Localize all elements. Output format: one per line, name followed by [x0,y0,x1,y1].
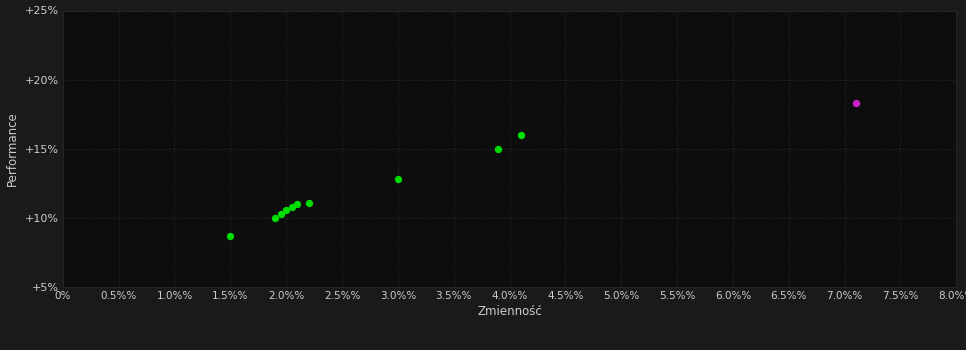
Point [513,132,528,138]
Point [491,146,506,152]
Point [300,200,316,205]
Point [272,211,288,217]
Point [390,176,406,182]
Point [848,100,864,106]
Point [278,207,294,212]
Point [222,233,238,239]
Y-axis label: Performance: Performance [6,111,19,186]
Point [284,204,299,210]
X-axis label: Zmienność: Zmienność [477,305,542,318]
Point [290,201,305,207]
Point [268,215,283,221]
